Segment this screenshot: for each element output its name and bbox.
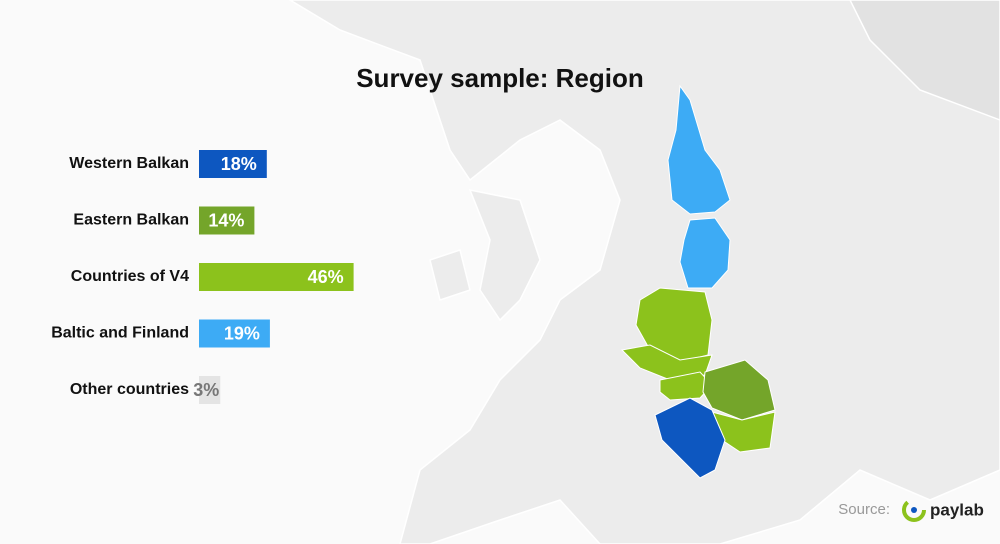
bar (199, 263, 354, 291)
bar (199, 150, 267, 178)
category-label: Countries of V4 (71, 268, 189, 285)
value-label: 18% (221, 154, 257, 174)
source-label: Source: (838, 501, 890, 518)
chart-title: Survey sample: Region (356, 63, 644, 93)
bar-group: Western Balkan 18% Eastern Balkan 14% Countr… (51, 150, 354, 404)
map-regions (620, 84, 776, 479)
value-label: 14% (208, 210, 244, 230)
value-label: 46% (308, 267, 344, 287)
category-label: Other countries (70, 381, 189, 398)
bar (199, 376, 221, 404)
paylab-logo (902, 498, 926, 522)
value-label: 19% (224, 323, 260, 343)
source-name: paylab (930, 500, 984, 519)
category-label: Eastern Balkan (73, 212, 189, 229)
bar (199, 319, 270, 348)
bar (199, 206, 255, 235)
category-label: Baltic and Finland (51, 325, 189, 342)
value-label: 3% (193, 380, 219, 400)
category-label: Western Balkan (69, 155, 189, 172)
